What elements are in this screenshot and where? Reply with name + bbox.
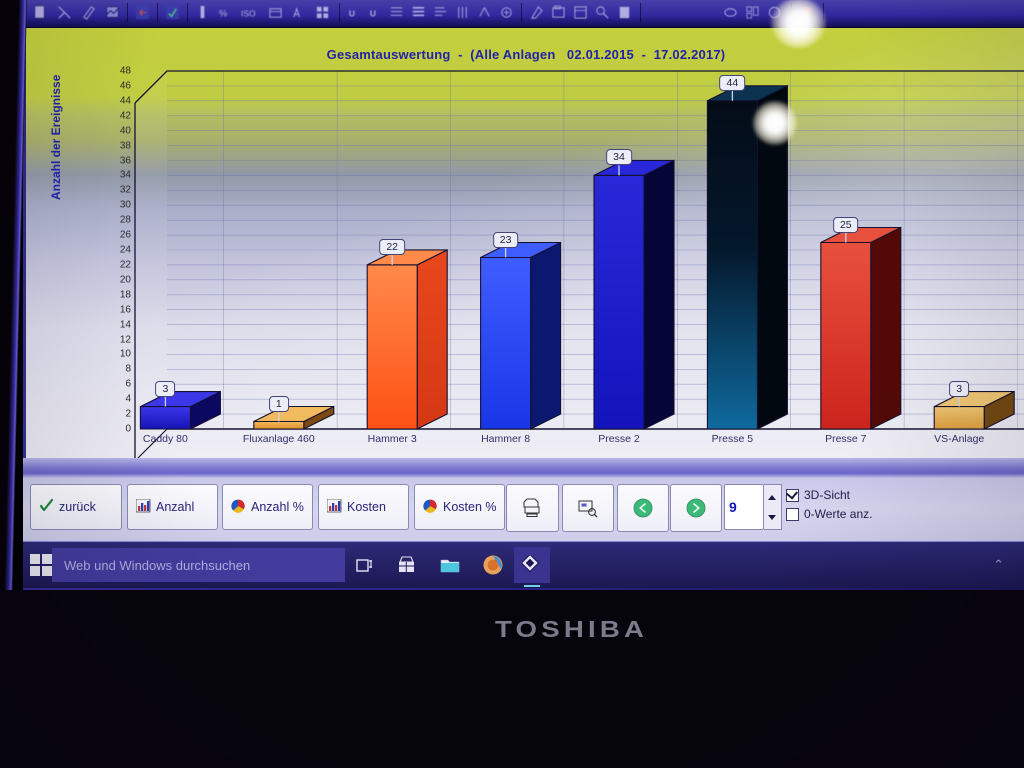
svg-text:?: ? — [804, 8, 809, 18]
svg-text:%: % — [219, 8, 227, 18]
svg-text:U: U — [370, 8, 376, 18]
svg-text:ISO: ISO — [241, 8, 256, 18]
svg-text:U: U — [349, 8, 355, 18]
